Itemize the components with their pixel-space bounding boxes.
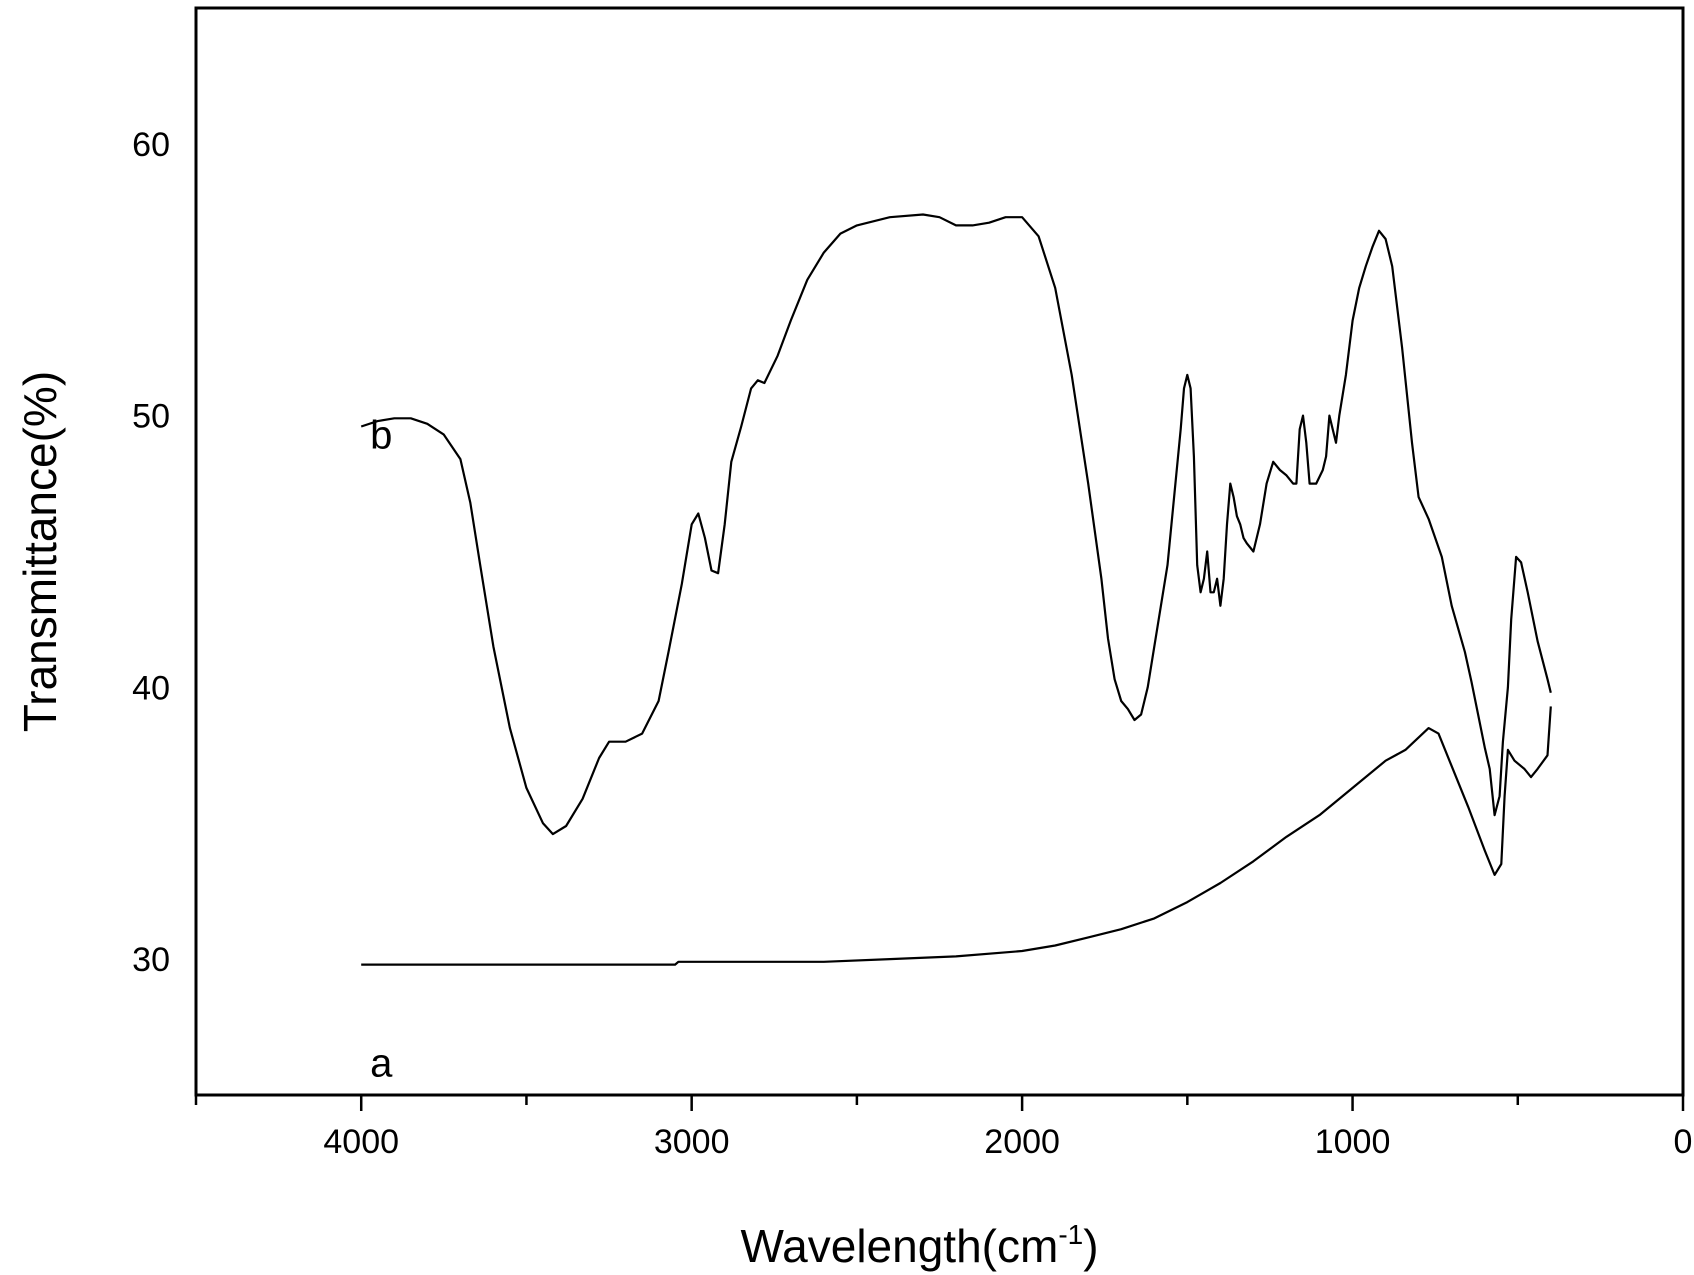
x-tick-label: 3000: [654, 1123, 730, 1161]
series-a-label: a: [370, 1041, 393, 1085]
plot-frame: [194, 6, 1685, 1097]
y-axis-title: Transmittance(%): [14, 371, 66, 732]
x-axis-ticks: 4000 3000 2000 1000 0: [194, 1095, 1693, 1161]
x-tick-label: 2000: [984, 1123, 1060, 1161]
y-tick-label: 60: [132, 126, 170, 164]
y-tick-label: 40: [132, 669, 170, 707]
y-tick-label: 30: [132, 941, 170, 979]
series-b-line: [360, 213, 1552, 836]
x-tick-label: 1000: [1315, 1123, 1391, 1161]
y-axis-ticks: 30 40 50 60: [132, 126, 170, 979]
series-b-label: b: [370, 414, 392, 458]
y-tick-label: 50: [132, 398, 170, 436]
x-axis-title-superscript: -1: [1058, 1219, 1083, 1250]
x-tick-label: 4000: [323, 1123, 399, 1161]
x-axis-title-close: ): [1083, 1220, 1098, 1272]
x-axis-title-main: Wavelength(cm: [740, 1220, 1058, 1272]
series-a-line: [361, 706, 1552, 966]
series-group: ab: [360, 213, 1552, 1085]
x-axis-title: Wavelength(cm-1): [740, 1219, 1098, 1272]
x-tick-label: 0: [1674, 1123, 1693, 1161]
